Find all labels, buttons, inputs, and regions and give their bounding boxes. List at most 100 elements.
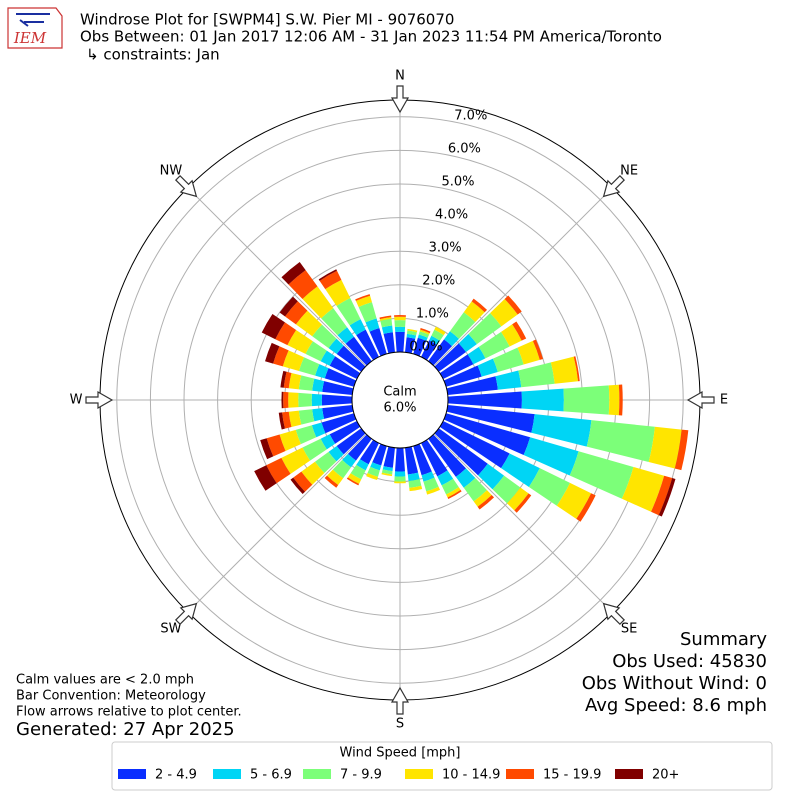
bar-segment [273,346,289,367]
bar-segment [312,324,337,349]
bar-segment [528,468,570,506]
bar-segment [417,334,428,341]
legend-label: 20+ [652,768,679,783]
bar-segment [288,372,302,390]
legend: Wind Speed [mph] 2 - 4.9 5 - 6.9 7 - 9.9 10… [111,741,773,791]
flow-arrow [85,390,114,410]
bar-segment [449,312,476,339]
bar-segment [421,340,438,361]
bar-segment [478,463,505,490]
bar-segment [406,330,417,336]
bar-segment [312,408,325,422]
bar-segment [356,329,379,361]
bar-segment [365,318,380,332]
bar-segment [394,326,406,333]
bar-segment [318,269,337,281]
bar-segment [305,341,327,362]
compass-label: SW [160,622,181,637]
bar-segment [288,410,302,428]
bar-segment [531,414,592,447]
bar-segment [260,438,274,460]
bar-segment [298,375,315,391]
bar-segment [302,286,334,319]
bar-segment [282,350,304,372]
summary-title: Summary [680,629,767,650]
bar-segment [360,439,379,465]
bar-segment [329,356,361,379]
calm-circle [351,351,449,449]
bar-segment [321,394,353,406]
grid-spoke [187,433,367,613]
bar-segment [265,342,280,364]
legend-swatch [405,769,433,779]
flow-arrow [686,390,715,410]
bar-segment [395,447,405,472]
bar-segment [282,411,292,429]
constraints: ↳ constraints: Jan [86,46,220,64]
bar-segment [512,321,527,341]
bar-segment [322,381,354,395]
legend-label: 15 - 19.9 [543,768,601,783]
legend-label: 5 - 6.9 [250,768,292,783]
bar-segment [674,429,689,471]
bar-segment [406,333,417,339]
bar-segment [421,471,435,482]
bar-segment [576,493,596,522]
grid-spoke [433,433,613,613]
bar-segment [342,453,356,468]
bar-segment [434,343,467,372]
bar-segment [383,446,395,468]
note: Calm values are < 2.0 mph [16,673,194,688]
bar-segment [518,362,555,388]
bar-segment [569,451,634,499]
grid-spoke [433,187,613,367]
bar-segment [477,494,495,510]
compass-label: N [395,69,405,84]
bar-segment [261,313,285,340]
bar-segment [281,261,306,285]
bar-segment [443,413,531,456]
bar-segment [428,434,467,477]
bar-segment [492,347,524,372]
bar-segment [455,468,476,488]
bar-segment [618,384,623,416]
bar-segment [413,337,427,357]
calm-label: Calm [383,385,416,400]
bar-segment [514,493,532,513]
bar-segment [501,324,522,347]
bar-segment [473,490,492,507]
bar-segment [350,464,366,480]
bar-segment [312,378,325,392]
bar-segment [372,443,387,466]
bar-segment [477,358,498,377]
bar-segment [394,315,406,317]
bar-segment [266,434,286,457]
bar-segment [332,459,352,479]
bar-segment [434,326,446,336]
bar-segment [290,477,306,495]
bar-segment [355,295,372,308]
note: Bar Convention: Meteorology [16,689,206,704]
bar-segment [586,420,655,463]
bar-segment [648,426,682,469]
radial-tick-label: 1.0% [416,306,449,321]
bar-segment [507,487,529,511]
bar-segment [328,338,344,355]
radial-tick-label: 7.0% [454,109,487,124]
bar-segment [287,329,313,354]
bar-segment [394,476,406,482]
logo: IEM [7,7,63,49]
compass-label: E [720,393,728,408]
bar-segment [517,340,540,365]
bar-segment [281,391,284,409]
bar-segment [521,388,564,412]
legend-swatch [615,769,643,779]
radial-tick-label: 0.0% [409,339,442,354]
bar-segment [275,322,297,346]
bar-segment [379,315,392,320]
bar-segment [329,421,361,444]
bar-segment [405,337,416,354]
compass-label: S [396,717,404,732]
bar-segment [379,317,392,321]
